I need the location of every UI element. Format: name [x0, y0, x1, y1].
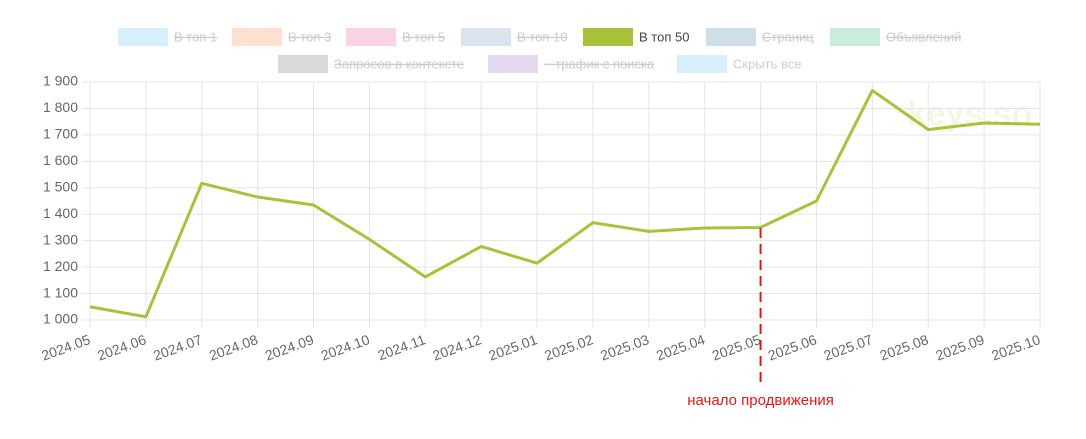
legend-entry-swatch[interactable]: [461, 28, 511, 46]
legend-entry-swatch[interactable]: [488, 55, 538, 73]
hide-all-button-swatch[interactable]: [677, 55, 727, 73]
y-tick-label: 1 300: [43, 231, 78, 247]
line: [89, 88, 1041, 319]
y-tick-label: 1 100: [43, 284, 78, 300]
x-tick-label: 2024.12: [430, 331, 483, 363]
x-tick-label: 2024.06: [95, 331, 148, 363]
legend-entry[interactable]: В топ 1: [174, 29, 217, 44]
legend-entry[interactable]: ~ трафик с поиска: [544, 56, 655, 71]
x-tick-label: 2025.10: [989, 331, 1042, 363]
legend-entry-swatch[interactable]: [706, 28, 756, 46]
x-tick-label: 2025.07: [822, 331, 875, 363]
legend-entry-swatch[interactable]: [232, 28, 282, 46]
x-tick-label: 2025.06: [766, 331, 819, 363]
x-tick-label: 2025.08: [877, 331, 930, 363]
x-tick-label: 2025.04: [654, 331, 707, 363]
x-tick-label: 2025.09: [933, 331, 986, 363]
x-tick-label: 2024.08: [207, 331, 260, 363]
y-tick-label: 1 500: [43, 178, 78, 194]
x-tick-label: 2024.07: [151, 331, 204, 363]
legend-entry[interactable]: Объявлений: [886, 29, 961, 44]
x-tick-label: 2024.11: [376, 331, 428, 363]
y-tick-label: 1 700: [43, 126, 78, 142]
x-tick-label: 2025.01: [486, 331, 539, 363]
y-tick-label: 1 200: [43, 258, 78, 274]
x-tick-label: 2025.05: [710, 331, 763, 363]
y-tick-label: 1 800: [43, 99, 78, 115]
hide-all-button[interactable]: Скрыть все: [733, 56, 801, 71]
legend-entry-swatch[interactable]: [118, 28, 168, 46]
x-tick-label: 2024.09: [263, 331, 316, 363]
x-tick-label: 2024.05: [39, 331, 92, 363]
legend-entry-swatch[interactable]: [278, 55, 328, 73]
legend-entry-swatch[interactable]: [583, 28, 633, 46]
x-tick-label: 2024.10: [319, 331, 372, 363]
legend-entry[interactable]: В топ 5: [402, 29, 445, 44]
legend-entry-swatch[interactable]: [830, 28, 880, 46]
x-tick-label: 2025.03: [598, 331, 651, 363]
legend-entry[interactable]: В топ 3: [288, 29, 331, 44]
legend-entry[interactable]: В топ 10: [517, 29, 567, 44]
y-tick-label: 1 400: [43, 205, 78, 221]
legend-entry[interactable]: В топ 50: [639, 29, 689, 44]
legend-entry[interactable]: Страниц: [762, 29, 814, 44]
y-tick-label: 1 900: [43, 73, 78, 89]
y-tick-label: 1 000: [43, 311, 78, 327]
y-tick-label: 1 600: [43, 152, 78, 168]
annotation-text: начало продвижения: [687, 392, 834, 409]
legend-entry-swatch[interactable]: [346, 28, 396, 46]
legend-entry[interactable]: Запросов в контексте: [334, 56, 464, 71]
x-tick-label: 2025.02: [542, 331, 595, 363]
